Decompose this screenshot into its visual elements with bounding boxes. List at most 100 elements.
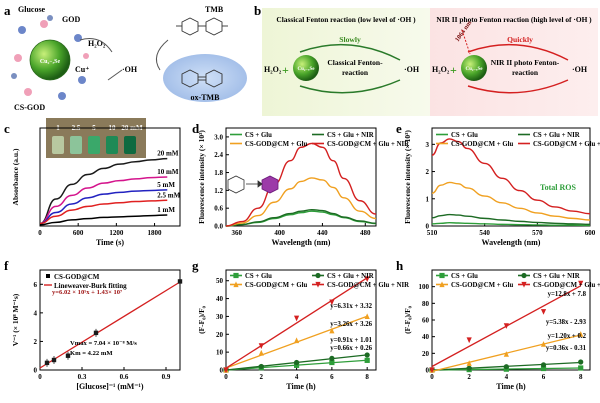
- f-point-4: [177, 279, 183, 284]
- g-point-2-4: [364, 313, 370, 320]
- e-ytick-label-2: 2: [426, 168, 430, 176]
- f-ytick-label-2: 4: [34, 309, 38, 317]
- nir-fenton-box: [430, 8, 598, 116]
- d-frame: [225, 127, 377, 227]
- h-legend-marker-3: [521, 281, 527, 288]
- d-ytick-label-5: 3.0: [214, 133, 223, 141]
- d-legend-label-2: CS-GOD@CM + Glu: [245, 141, 308, 148]
- h-xtick-label-1: 2: [467, 373, 471, 381]
- g-point-0-3: [329, 359, 335, 366]
- h-point-2-1: [466, 360, 472, 366]
- h-legend-marker-2: [439, 281, 445, 288]
- cu-plus-label: Cu⁺: [75, 65, 89, 74]
- panel-letter-b: b: [254, 3, 261, 18]
- vial-1: [52, 136, 64, 154]
- g-ytick-label-1: 10: [216, 349, 224, 357]
- ox-tmb-molecule: [181, 69, 223, 88]
- g-xtick-label-1: 2: [260, 373, 264, 381]
- c-frame: [39, 127, 181, 227]
- g-ytick-label-3: 30: [216, 313, 224, 321]
- panel-letter-a: a: [4, 3, 11, 18]
- c-xtick-label-1: 600: [73, 229, 84, 237]
- h-point-0-4: [578, 365, 584, 371]
- g-ytick-label-2: 20: [216, 331, 224, 339]
- g-xtick-label-4: 8: [365, 373, 369, 381]
- h-point-3-4: [578, 280, 584, 287]
- chart-g: 0 2 4 6 8 0 10 20 30 40 50 Time (h) (F-F₀)/F₀ y=6.31x…: [197, 269, 409, 391]
- e-xtick-label-0: 510: [427, 229, 438, 237]
- h-point-3-0: [429, 367, 435, 374]
- panel-b: b Classical Fenton reaction (low level o…: [254, 3, 598, 116]
- h-point-1-4: [578, 359, 584, 365]
- c-series-label-0: 20 mM: [157, 150, 179, 158]
- h-fit-label-0: y=12.8x + 7.8: [548, 291, 587, 298]
- g-fit-3: [225, 277, 368, 369]
- km-label: Km = 4.22 mM: [70, 350, 113, 357]
- c-xtick-label-0: 0: [38, 229, 42, 237]
- panel-a: a Glucose GOD H₂O₂ Cu⁺ CS-GOD TMB ·OH Cu…: [4, 3, 247, 112]
- g-xlabel: Time (h): [286, 382, 316, 391]
- g-legend-marker-3: [315, 281, 321, 288]
- plus-right: +: [450, 63, 457, 77]
- laser-beam: [461, 29, 471, 55]
- e-ytick-label-3: 3: [426, 141, 430, 149]
- vial-5: [124, 136, 136, 154]
- e-series-1: [431, 213, 591, 226]
- h2o2-label-right: H₂O₂: [432, 65, 450, 74]
- plus-left: +: [282, 63, 289, 77]
- classical-title: Classical Fenton reaction (low level of …: [276, 15, 416, 24]
- e-xlabel: Wavelength (nm): [482, 238, 541, 247]
- h-ytick-label-1: 20: [422, 350, 430, 358]
- g-ytick-label-4: 40: [216, 295, 224, 303]
- f-xtick-label-0: 0: [38, 373, 42, 381]
- h-point-3-1: [466, 337, 472, 344]
- c-series-2: [39, 189, 168, 225]
- d-series-2: [225, 177, 377, 227]
- c-series-label-2: 5 mM: [157, 181, 175, 189]
- h2o2-arrow: [79, 38, 113, 53]
- enzyme-shell: [11, 15, 89, 100]
- god-label: GOD: [62, 15, 80, 24]
- e-xtick-label-3: 600: [585, 229, 596, 237]
- e-xtick-label-1: 540: [479, 229, 490, 237]
- g-point-2-3: [329, 327, 335, 334]
- g-point-3-0: [223, 367, 229, 374]
- f-ytick-label-3: 6: [34, 281, 38, 289]
- c-ylabel: Absorbance (a.u.): [11, 148, 20, 205]
- d-ytick-label-1: 0.6: [214, 205, 223, 213]
- f-frame: [39, 269, 181, 371]
- d-ytick-label-0: 0.0: [214, 223, 223, 231]
- d-ytick-label-4: 2.4: [214, 151, 223, 159]
- vmax-label: Vmax = 7.04 × 10⁻⁸ M/s: [70, 340, 137, 347]
- d-xtick-label-2: 440: [317, 229, 328, 237]
- g-xtick-label-3: 6: [330, 373, 334, 381]
- d-legend-label-0: CS + Glu: [245, 132, 272, 139]
- d-ylabel: Fluorescence intensity (× 10³): [197, 130, 206, 224]
- oh-label-a: ·OH: [122, 65, 138, 74]
- g-legend-marker-0: [233, 272, 239, 279]
- h-point-0-3: [540, 365, 547, 372]
- g-fit-label-0: y=6.31x + 3.32: [330, 303, 372, 310]
- h-fit-label-3: y=0.36x - 0.31: [546, 345, 587, 352]
- f-ytick-label-0: 0: [34, 367, 38, 375]
- g-xtick-label-2: 4: [295, 373, 299, 381]
- c-series-label-1: 10 mM: [157, 168, 179, 176]
- f-xlabel: [Glucose]⁻¹ (mM⁻¹): [76, 382, 144, 391]
- nanoparticle-b-right: [461, 55, 487, 81]
- panel-letter-f: f: [4, 258, 9, 273]
- c-series-label-3: 2.5 mM: [157, 191, 180, 199]
- g-point-1-4: [364, 352, 370, 358]
- g-xtick-label-0: 0: [224, 373, 228, 381]
- h-ytick-label-5: 100: [419, 283, 430, 291]
- tmb-label: TMB: [205, 5, 224, 14]
- nanoparticle-b-left: [293, 55, 319, 81]
- nir-reaction-wrap: NIR II photo Fenton-reaction: [491, 58, 560, 77]
- tmb-molecule: [176, 17, 228, 36]
- glucose-label: Glucose: [18, 5, 46, 14]
- chart-e: 510 540 570 600 0 1 2 3 Wavelength (nm) Fluoresce…: [403, 127, 600, 247]
- lb-equation: y=6.02 × 10⁵x + 1.43× 10⁷: [52, 289, 122, 296]
- g-point-1-1: [258, 363, 264, 370]
- h-legend-label-0: CS + Glu: [451, 273, 478, 280]
- d-xtick-label-1: 400: [274, 229, 285, 237]
- d-legend-label-1: CS + Glu + NIR: [327, 132, 374, 139]
